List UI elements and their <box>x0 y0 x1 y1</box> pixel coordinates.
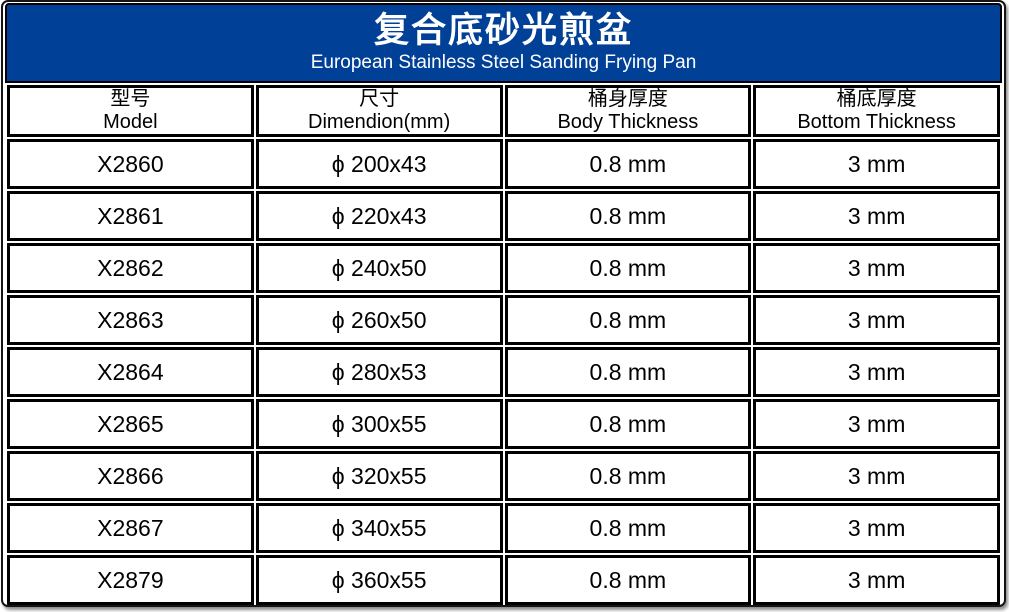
bottom-thickness-header-cn: 桶底厚度 <box>836 88 917 110</box>
table-row: X2879 ϕ 360x55 0.8 mm 3 mm <box>7 555 1000 605</box>
column-header-bottom-thickness: 桶底厚度 Bottom Thickness <box>753 85 1000 137</box>
model-cell: X2860 <box>7 139 254 189</box>
model-header-cn: 型号 <box>110 88 151 110</box>
model-header-en: Model <box>103 111 158 133</box>
table-row: X2863 ϕ 260x50 0.8 mm 3 mm <box>7 295 1000 345</box>
body-thickness-cell: 0.8 mm <box>504 191 752 241</box>
dimension-cell: ϕ 300x55 <box>255 399 503 449</box>
body-thickness-cell: 0.8 mm <box>504 243 752 293</box>
model-cell: X2861 <box>7 191 254 241</box>
model-cell: X2863 <box>7 295 254 345</box>
product-spec-table: 型号 Model 尺寸 Dimendion(mm) 桶身厚度 Body Thic… <box>5 83 1002 605</box>
body-thickness-cell: 0.8 mm <box>504 451 752 501</box>
bottom-thickness-cell: 3 mm <box>753 555 1000 605</box>
dimension-cell: ϕ 220x43 <box>255 191 503 241</box>
dimension-cell: ϕ 320x55 <box>255 451 503 501</box>
column-header-dimension: 尺寸 Dimendion(mm) <box>255 85 503 137</box>
column-header-model: 型号 Model <box>7 85 254 137</box>
bottom-thickness-cell: 3 mm <box>753 191 1000 241</box>
model-cell: X2867 <box>7 503 254 553</box>
page-title-english: European Stainless Steel Sanding Frying … <box>310 51 697 73</box>
bottom-thickness-cell: 3 mm <box>753 399 1000 449</box>
bottom-thickness-cell: 3 mm <box>753 139 1000 189</box>
body-thickness-cell: 0.8 mm <box>504 399 752 449</box>
bottom-thickness-cell: 3 mm <box>753 243 1000 293</box>
bottom-thickness-cell: 3 mm <box>753 451 1000 501</box>
table-row: X2862 ϕ 240x50 0.8 mm 3 mm <box>7 243 1000 293</box>
table-row: X2864 ϕ 280x53 0.8 mm 3 mm <box>7 347 1000 397</box>
dimension-cell: ϕ 340x55 <box>255 503 503 553</box>
dimension-header-en: Dimendion(mm) <box>308 111 451 133</box>
body-thickness-cell: 0.8 mm <box>504 347 752 397</box>
dimension-cell: ϕ 200x43 <box>255 139 503 189</box>
bottom-thickness-cell: 3 mm <box>753 295 1000 345</box>
page-title-chinese: 复合底砂光煎盆 <box>373 11 633 51</box>
header-row: 型号 Model 尺寸 Dimendion(mm) 桶身厚度 Body Thic… <box>7 85 1000 137</box>
dimension-cell: ϕ 360x55 <box>255 555 503 605</box>
table-row: X2866 ϕ 320x55 0.8 mm 3 mm <box>7 451 1000 501</box>
bottom-thickness-cell: 3 mm <box>753 347 1000 397</box>
model-cell: X2864 <box>7 347 254 397</box>
model-cell: X2866 <box>7 451 254 501</box>
model-cell: X2865 <box>7 399 254 449</box>
body-thickness-cell: 0.8 mm <box>504 139 752 189</box>
body-thickness-cell: 0.8 mm <box>504 503 752 553</box>
dimension-header-cn: 尺寸 <box>359 88 400 110</box>
table-row: X2860 ϕ 200x43 0.8 mm 3 mm <box>7 139 1000 189</box>
table-row: X2865 ϕ 300x55 0.8 mm 3 mm <box>7 399 1000 449</box>
dimension-cell: ϕ 260x50 <box>255 295 503 345</box>
table-body: X2860 ϕ 200x43 0.8 mm 3 mm X2861 ϕ 220x4… <box>7 139 1000 605</box>
bottom-thickness-header-en: Bottom Thickness <box>797 111 956 133</box>
body-thickness-header-en: Body Thickness <box>557 111 699 133</box>
bottom-thickness-cell: 3 mm <box>753 503 1000 553</box>
title-banner: 复合底砂光煎盆 European Stainless Steel Sanding… <box>5 3 1002 83</box>
dimension-cell: ϕ 240x50 <box>255 243 503 293</box>
body-thickness-cell: 0.8 mm <box>504 555 752 605</box>
table-row: X2861 ϕ 220x43 0.8 mm 3 mm <box>7 191 1000 241</box>
body-thickness-cell: 0.8 mm <box>504 295 752 345</box>
dimension-cell: ϕ 280x53 <box>255 347 503 397</box>
model-cell: X2862 <box>7 243 254 293</box>
table-header: 型号 Model 尺寸 Dimendion(mm) 桶身厚度 Body Thic… <box>7 85 1000 137</box>
column-header-body-thickness: 桶身厚度 Body Thickness <box>504 85 752 137</box>
model-cell: X2879 <box>7 555 254 605</box>
table-row: X2867 ϕ 340x55 0.8 mm 3 mm <box>7 503 1000 553</box>
body-thickness-header-cn: 桶身厚度 <box>587 88 668 110</box>
